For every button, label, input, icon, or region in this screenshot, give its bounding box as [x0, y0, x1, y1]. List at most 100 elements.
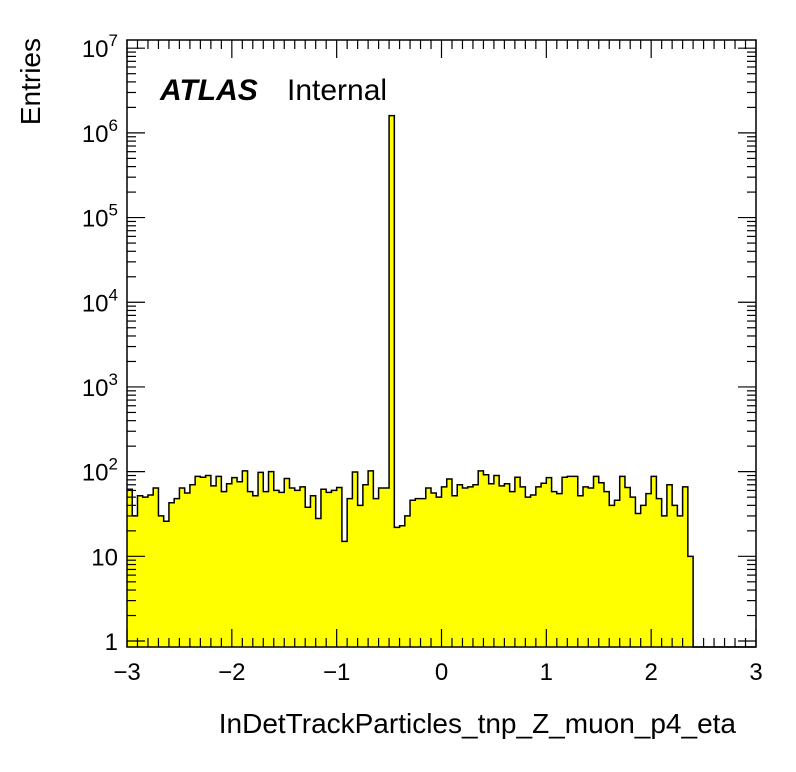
- x-tick-label: 3: [749, 659, 762, 686]
- histogram-bin: [514, 477, 521, 647]
- x-tick-label: 0: [435, 659, 448, 686]
- histogram-bin: [682, 486, 689, 647]
- histogram-bin: [525, 497, 532, 647]
- histogram-bin: [677, 515, 684, 647]
- histogram-bin: [541, 483, 547, 647]
- histogram-fill: [127, 115, 694, 648]
- histogram-bin: [535, 486, 542, 647]
- histogram-bin: [279, 492, 285, 647]
- x-tick-labels: −3 −2 −1 0 1 2 3: [113, 659, 762, 686]
- histogram-bin: [567, 476, 574, 647]
- histogram-bin: [247, 491, 254, 647]
- atlas-label: ATLAS: [159, 74, 258, 107]
- histogram-bin: [420, 498, 427, 647]
- histogram-bin: [174, 498, 181, 647]
- histogram-bin: [310, 495, 317, 647]
- histogram-bin: [336, 487, 343, 647]
- histogram-bin: [195, 476, 201, 647]
- y-tick-label: 105: [82, 201, 118, 233]
- histogram-bin: [210, 485, 217, 647]
- histogram-bin: [630, 497, 637, 647]
- histogram-bin: [467, 486, 474, 647]
- histogram-bin: [624, 487, 631, 647]
- histogram-bin: [216, 476, 222, 647]
- histogram-bin: [546, 477, 553, 647]
- histogram-bin: [556, 493, 563, 647]
- histogram-bin: [583, 486, 589, 647]
- histogram-bin: [588, 488, 595, 647]
- histogram-bin: [179, 488, 186, 647]
- histogram-bin: [572, 476, 579, 647]
- atlas-status-label: Internal: [287, 74, 387, 107]
- histogram-bin: [598, 482, 605, 647]
- histogram-bin: [189, 484, 196, 647]
- histogram-bin: [399, 525, 406, 647]
- histogram-bin: [404, 515, 411, 647]
- histogram-bin: [577, 495, 584, 647]
- histogram-bin: [221, 491, 228, 647]
- histogram-bin: [341, 541, 348, 647]
- histogram-bin: [609, 505, 616, 647]
- histogram-bin: [431, 492, 437, 647]
- histogram-bin: [294, 490, 301, 647]
- histogram-bin: [483, 474, 490, 647]
- x-tick-label: 1: [540, 659, 553, 686]
- histogram-bin: [284, 478, 291, 647]
- histogram-bin: [153, 488, 160, 647]
- histogram-bin: [168, 502, 175, 647]
- histogram-bin: [488, 483, 495, 647]
- histogram-bin: [347, 498, 353, 647]
- histogram-bin: [446, 478, 453, 647]
- histogram-bin: [200, 477, 207, 647]
- x-tick-label: −1: [323, 659, 350, 686]
- histogram-bin: [425, 488, 432, 647]
- histogram-bin: [687, 556, 694, 647]
- histogram-bin: [478, 470, 485, 647]
- y-tick-label: 106: [82, 116, 118, 148]
- histogram-bin: [263, 491, 270, 647]
- histogram-bin: [504, 483, 511, 647]
- histogram-bin: [258, 472, 264, 647]
- y-tick-label: 107: [82, 31, 118, 63]
- x-tick-label: −2: [218, 659, 245, 686]
- histogram-bin: [205, 475, 212, 647]
- x-axis-ticks: [126, 40, 757, 647]
- y-axis-ticks: [127, 47, 756, 642]
- histogram-bin: [551, 491, 558, 647]
- histogram-bin: [614, 500, 621, 647]
- histogram-bin: [289, 488, 296, 647]
- histogram-bin: [352, 472, 359, 647]
- histogram-bin: [252, 495, 259, 647]
- histogram-bin: [368, 470, 374, 647]
- y-tick-label: 1: [105, 629, 118, 656]
- histogram-bin: [315, 518, 322, 647]
- histogram-bin: [603, 491, 610, 647]
- histogram-bin: [451, 495, 458, 647]
- histogram-bin: [640, 505, 647, 647]
- histogram-bin: [137, 495, 144, 647]
- histogram-bin: [163, 521, 170, 647]
- histogram-bin: [509, 491, 516, 647]
- histogram-bin: [357, 505, 364, 647]
- histogram-bin: [530, 494, 537, 647]
- y-tick-label: 102: [82, 455, 118, 487]
- histogram-bin: [147, 494, 154, 647]
- histogram-bin: [378, 488, 385, 647]
- histogram-bin: [462, 488, 469, 647]
- histogram-bin: [226, 483, 233, 647]
- histogram-bin: [158, 515, 165, 647]
- histogram-bin: [383, 488, 390, 647]
- histogram-bin: [651, 476, 658, 647]
- histogram-bin: [326, 492, 333, 647]
- histogram-bin: [242, 470, 249, 647]
- histogram-bin: [273, 490, 280, 647]
- histogram-outline: [127, 114, 756, 648]
- histogram-bin: [231, 477, 238, 647]
- histogram-bin: [672, 505, 678, 647]
- histogram-bin: [472, 484, 479, 647]
- histogram-bin: [520, 486, 526, 647]
- histogram-bin: [656, 498, 663, 647]
- histogram-bin: [499, 485, 505, 647]
- histogram-bin: [661, 515, 668, 647]
